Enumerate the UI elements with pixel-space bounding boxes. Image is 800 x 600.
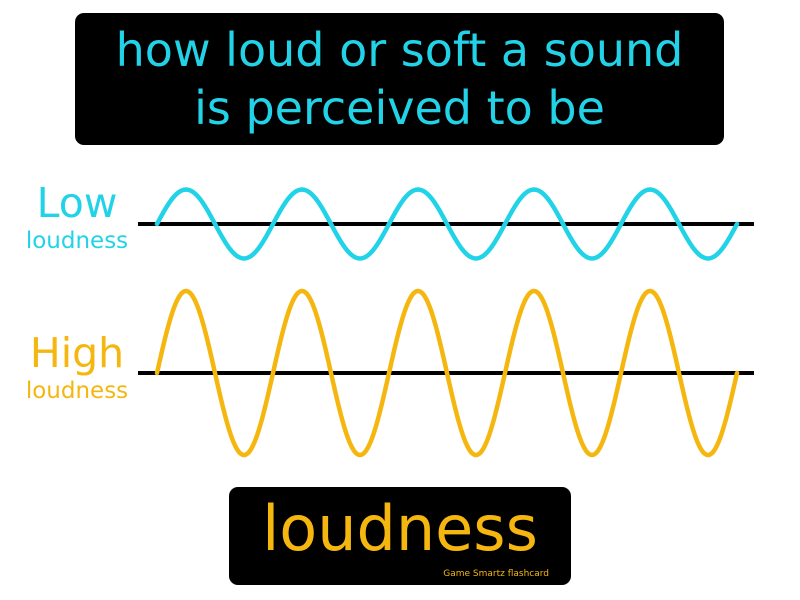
- definition-line-2: is perceived to be: [194, 81, 605, 135]
- high-label-word: High: [29, 329, 125, 377]
- low-loudness-wave: [154, 187, 740, 261]
- credit-text: Game Smartz flashcard: [443, 569, 549, 579]
- high-label-loudness: loudness: [25, 378, 129, 404]
- high-loudness-wave: [154, 288, 740, 458]
- term-title: loudness: [262, 492, 538, 565]
- definition-box: how loud or soft a sound is perceived to…: [75, 13, 724, 145]
- low-label-word: Low: [36, 179, 118, 227]
- term-box: loudness Game Smartz flashcard: [229, 487, 571, 585]
- definition-line-1: how loud or soft a sound: [115, 23, 684, 77]
- high-loudness-label: High loudness: [18, 333, 136, 403]
- low-loudness-label: Low loudness: [18, 183, 136, 253]
- low-label-loudness: loudness: [25, 228, 129, 254]
